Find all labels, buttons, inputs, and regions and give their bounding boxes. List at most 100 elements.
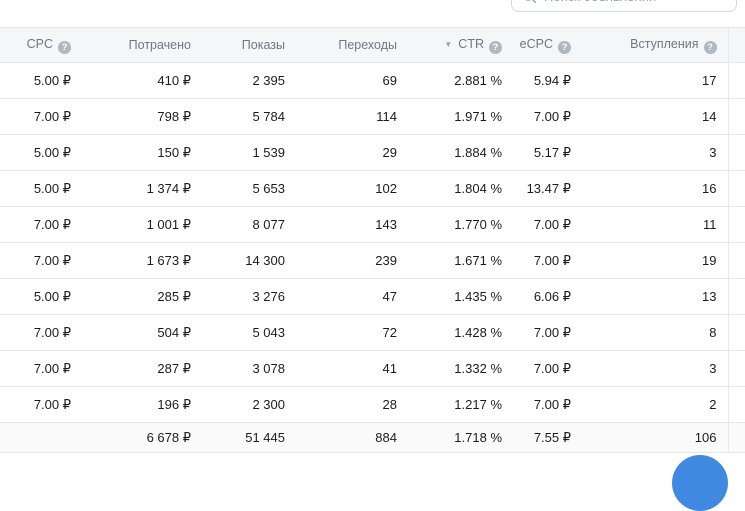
cell-clicks: 102: [299, 170, 411, 207]
row-overflow-cell: [727, 98, 745, 135]
cell-ecpc: 5.94 ₽: [516, 62, 585, 99]
cell-ctr: 1.428 %: [411, 314, 516, 351]
cell-ecpc: 7.00 ₽: [516, 386, 585, 423]
row-overflow-cell: [727, 170, 745, 207]
table-row: 7.00 ₽1 673 ₽14 300 239 1.671 % 7.00 ₽19: [0, 242, 745, 279]
cell-impressions: 2 395: [205, 62, 299, 99]
cell-ecpc: 7.00 ₽: [516, 206, 585, 243]
search-icon: [522, 0, 537, 4]
sort-desc-icon: ▼: [444, 39, 453, 49]
cell-clicks: 69: [299, 62, 411, 99]
cell-clicks: 143: [299, 206, 411, 243]
cell-ctr: 1.671 %: [411, 242, 516, 279]
row-overflow-cell: [727, 134, 745, 171]
cell-clicks: 28: [299, 386, 411, 423]
header-overflow-cell: [727, 27, 745, 63]
ads-search-input[interactable]: [544, 0, 726, 4]
cell-clicks: 114: [299, 98, 411, 135]
cell-ctr: 1.804 %: [411, 170, 516, 207]
cell-cpc: 7.00 ₽: [0, 314, 85, 351]
totals-row: 6 678 ₽51 445 884 1.718 % 7.55 ₽106: [0, 422, 745, 453]
column-header-clicks[interactable]: Переходы: [299, 27, 411, 63]
column-label: Показы: [241, 38, 285, 52]
cell-spent: 285 ₽: [85, 278, 205, 315]
cell-ecpc: 13.47 ₽: [516, 170, 585, 207]
column-label: Вступления: [630, 36, 699, 51]
cell-impressions: 2 300: [205, 386, 299, 423]
cell-spent: 798 ₽: [85, 98, 205, 135]
cell-ctr: 1.217 %: [411, 386, 516, 423]
cell-cpc: 5.00 ₽: [0, 62, 85, 99]
cell-spent: 1 673 ₽: [85, 242, 205, 279]
cell-joins: 3: [585, 350, 728, 387]
row-overflow-cell: [727, 62, 745, 99]
help-icon[interactable]: ?: [489, 40, 502, 54]
column-header-ecpc[interactable]: eCPC?: [516, 27, 585, 63]
table-row: 7.00 ₽504 ₽5 043 72 1.428 % 7.00 ₽8: [0, 314, 745, 351]
cell-spent: 1 001 ₽: [85, 206, 205, 243]
cell-ecpc: 7.00 ₽: [516, 350, 585, 387]
help-icon[interactable]: ?: [558, 40, 571, 54]
column-header-impressions[interactable]: Показы: [205, 27, 299, 63]
row-overflow-cell: [727, 314, 745, 351]
totals-cell-joins: 106: [585, 422, 728, 453]
cell-impressions: 1 539: [205, 134, 299, 171]
totals-cell-clicks: 884: [299, 422, 411, 453]
ads-stats-table: CPC? Потрачено Показы Переходы ▼ CTR? eCPC? Вст…: [0, 27, 745, 453]
column-label: CPC: [26, 36, 53, 51]
cell-spent: 196 ₽: [85, 386, 205, 423]
cell-clicks: 29: [299, 134, 411, 171]
column-label: Потрачено: [128, 38, 191, 52]
column-label: eCPC: [519, 36, 553, 51]
cell-clicks: 41: [299, 350, 411, 387]
column-header-cpc[interactable]: CPC?: [0, 27, 85, 63]
ads-search: [511, 0, 737, 12]
cell-ecpc: 5.17 ₽: [516, 134, 585, 171]
cell-joins: 17: [585, 62, 728, 99]
row-overflow-cell: [727, 206, 745, 243]
help-icon[interactable]: ?: [58, 40, 71, 54]
cell-cpc: 7.00 ₽: [0, 350, 85, 387]
table-row: 5.00 ₽150 ₽1 539 29 1.884 % 5.17 ₽3: [0, 134, 745, 171]
cell-ctr: 1.884 %: [411, 134, 516, 171]
row-overflow-cell: [727, 422, 745, 453]
cell-joins: 8: [585, 314, 728, 351]
cell-ctr: 1.971 %: [411, 98, 516, 135]
cell-joins: 13: [585, 278, 728, 315]
table-row: 5.00 ₽285 ₽3 276 47 1.435 % 6.06 ₽13: [0, 278, 745, 315]
cell-joins: 16: [585, 170, 728, 207]
row-overflow-cell: [727, 350, 745, 387]
cell-ecpc: 7.00 ₽: [516, 314, 585, 351]
help-icon[interactable]: ?: [703, 40, 717, 54]
table-row: 7.00 ₽287 ₽3 078 41 1.332 % 7.00 ₽3: [0, 350, 745, 387]
cell-clicks: 239: [299, 242, 411, 279]
cell-impressions: 8 077: [205, 206, 299, 243]
totals-cell-cpc: [0, 422, 85, 453]
cell-impressions: 5 653: [205, 170, 299, 207]
cell-spent: 1 374 ₽: [85, 170, 205, 207]
cell-impressions: 5 043: [205, 314, 299, 351]
cell-ecpc: 6.06 ₽: [516, 278, 585, 315]
table-row: 7.00 ₽196 ₽2 300 28 1.217 % 7.00 ₽2: [0, 386, 745, 423]
cell-ctr: 1.770 %: [411, 206, 516, 243]
cell-ctr: 1.332 %: [411, 350, 516, 387]
cell-joins: 11: [585, 206, 728, 243]
cell-cpc: 5.00 ₽: [0, 170, 85, 207]
totals-cell-ecpc: 7.55 ₽: [516, 422, 585, 453]
column-label: Переходы: [338, 38, 397, 52]
support-fab-button[interactable]: [672, 455, 728, 511]
column-header-ctr[interactable]: ▼ CTR?: [411, 27, 516, 63]
cell-impressions: 5 784: [205, 98, 299, 135]
cell-cpc: 7.00 ₽: [0, 98, 85, 135]
cell-spent: 504 ₽: [85, 314, 205, 351]
cell-joins: 19: [585, 242, 728, 279]
cell-cpc: 5.00 ₽: [0, 134, 85, 171]
table-row: 7.00 ₽1 001 ₽8 077 143 1.770 % 7.00 ₽11: [0, 206, 745, 243]
totals-cell-ctr: 1.718 %: [411, 422, 516, 453]
table-row: 7.00 ₽798 ₽5 784 114 1.971 % 7.00 ₽14: [0, 98, 745, 135]
column-label: CTR: [458, 36, 484, 51]
cell-cpc: 5.00 ₽: [0, 278, 85, 315]
column-header-spent[interactable]: Потрачено: [85, 27, 205, 63]
column-header-joins[interactable]: Вступления?: [585, 27, 728, 63]
cell-ctr: 1.435 %: [411, 278, 516, 315]
